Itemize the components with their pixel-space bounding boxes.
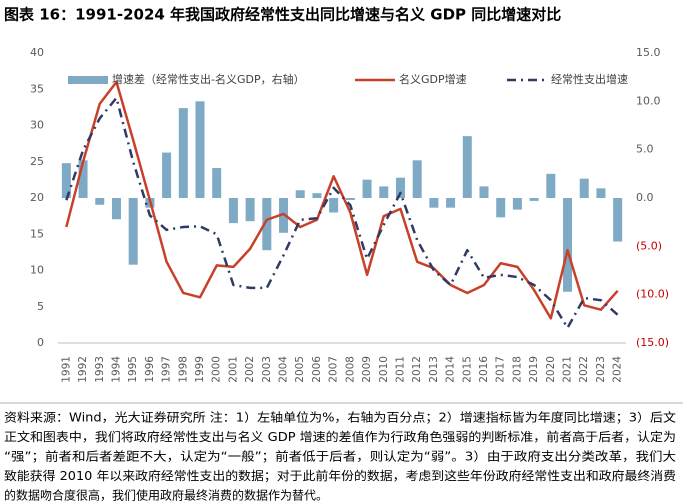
x-tick-label: 2006 — [311, 356, 323, 383]
bar — [195, 101, 205, 198]
bar — [61, 163, 71, 198]
y-tick-label: 15 — [30, 227, 44, 240]
y-tick-label: 40 — [30, 46, 44, 59]
bar — [496, 198, 506, 218]
x-tick-label: 2015 — [461, 356, 473, 383]
x-tick-label: 2009 — [361, 356, 373, 383]
note-line: 正文和图表中，我们将政府经常性支出与名义 GDP 增速的差值作为行政角色强弱的判… — [4, 429, 676, 444]
x-tick-label: 1997 — [161, 356, 173, 383]
legend-label: 名义GDP增速 — [399, 72, 467, 86]
x-tick-label: 2002 — [244, 356, 256, 383]
x-tick-label: 2022 — [578, 356, 590, 383]
bar — [78, 160, 88, 198]
x-tick-label: 2014 — [445, 356, 457, 383]
bar — [429, 198, 439, 208]
legend-label: 经常性支出增速 — [551, 72, 628, 86]
bar — [379, 186, 389, 198]
bar — [596, 188, 606, 198]
y2-tick-label: 0.0 — [636, 191, 654, 204]
bar — [563, 198, 573, 292]
x-tick-label: 1998 — [177, 356, 189, 383]
bar — [295, 190, 305, 198]
note-line: 的数据吻合度很高，我们使用政府最终消费的数据作为替代。 — [4, 488, 328, 503]
bar — [178, 108, 188, 198]
x-tick-label: 1994 — [110, 356, 122, 383]
bar — [579, 178, 589, 198]
bar — [212, 168, 222, 198]
bar — [162, 152, 172, 198]
bar — [95, 198, 105, 205]
x-tick-label: 2008 — [344, 356, 356, 383]
x-tick-label: 2003 — [261, 356, 273, 383]
bar — [228, 198, 238, 224]
bar — [312, 193, 322, 198]
note-line: 致能获得 2010 年以来政府经常性支出的数据；对于此前年份的数据，考虑到这些年… — [4, 468, 676, 483]
x-tick-label: 2016 — [478, 356, 490, 383]
x-tick-label: 2010 — [378, 356, 390, 383]
y2-tick-label: 15.0 — [636, 46, 661, 59]
bar — [245, 198, 255, 222]
y2-tick-label: (10.0) — [636, 288, 669, 301]
x-tick-label: 2012 — [411, 356, 423, 383]
x-tick-label: 2000 — [211, 356, 223, 383]
bar — [128, 198, 138, 265]
line — [65, 80, 619, 320]
y-tick-label: 35 — [30, 82, 44, 95]
x-tick-label: 1992 — [77, 356, 89, 383]
x-tick-label: 2011 — [394, 356, 406, 383]
legend-label: 增速差（经常性支出-名义GDP，右轴） — [112, 72, 305, 86]
note-line: 资料来源：Wind，光大证券研究所 注：1）左轴单位为%，右轴为百分点；2）增速… — [4, 410, 676, 425]
x-tick-label: 2021 — [562, 356, 574, 383]
y-tick-label: 0 — [37, 336, 44, 349]
y2-tick-label: 5.0 — [636, 143, 654, 156]
x-tick-label: 2024 — [612, 356, 624, 383]
y-tick-label: 30 — [30, 119, 44, 132]
bar — [345, 198, 355, 200]
y-tick-label: 25 — [30, 155, 44, 168]
x-tick-label: 1996 — [144, 356, 156, 383]
x-tick-label: 2019 — [528, 356, 540, 383]
x-tick-label: 2005 — [294, 356, 306, 383]
x-tick-label: 2004 — [278, 356, 290, 383]
bar — [613, 198, 623, 242]
x-tick-label: 1995 — [127, 356, 139, 383]
x-tick-label: 2013 — [428, 356, 440, 383]
bar — [512, 198, 522, 210]
x-tick-label: 1991 — [60, 356, 72, 383]
y-tick-label: 20 — [30, 191, 44, 204]
y2-tick-label: (5.0) — [636, 239, 662, 252]
bar — [462, 136, 472, 198]
bar — [111, 198, 121, 220]
bar — [529, 198, 539, 201]
x-tick-label: 2001 — [227, 356, 239, 383]
bar — [546, 173, 556, 198]
y2-tick-label: 10.0 — [636, 94, 661, 107]
bar — [446, 198, 456, 208]
chart-title: 图表 16：1991-2024 年我国政府经常性支出同比增速与名义 GDP 同比… — [4, 6, 561, 24]
y-tick-label: 10 — [30, 264, 44, 277]
y-tick-label: 5 — [37, 300, 44, 313]
x-tick-label: 1999 — [194, 356, 206, 383]
x-tick-label: 2017 — [495, 356, 507, 383]
x-tick-label: 2020 — [545, 356, 557, 383]
bar — [479, 186, 489, 198]
bar — [395, 177, 405, 198]
bar — [262, 198, 272, 251]
legend-swatch — [68, 76, 108, 84]
bar — [362, 179, 372, 198]
x-tick-label: 1993 — [94, 356, 106, 383]
note-line: “强”；前者和后者差距不大，认定为“一般”；前者低于后者，则认定为“弱”。3）由… — [4, 449, 676, 464]
bar — [412, 160, 422, 198]
x-tick-label: 2018 — [511, 356, 523, 383]
bar — [329, 198, 339, 213]
y2-tick-label: (15.0) — [636, 336, 669, 349]
x-tick-label: 2007 — [328, 356, 340, 383]
x-tick-label: 2023 — [595, 356, 607, 383]
